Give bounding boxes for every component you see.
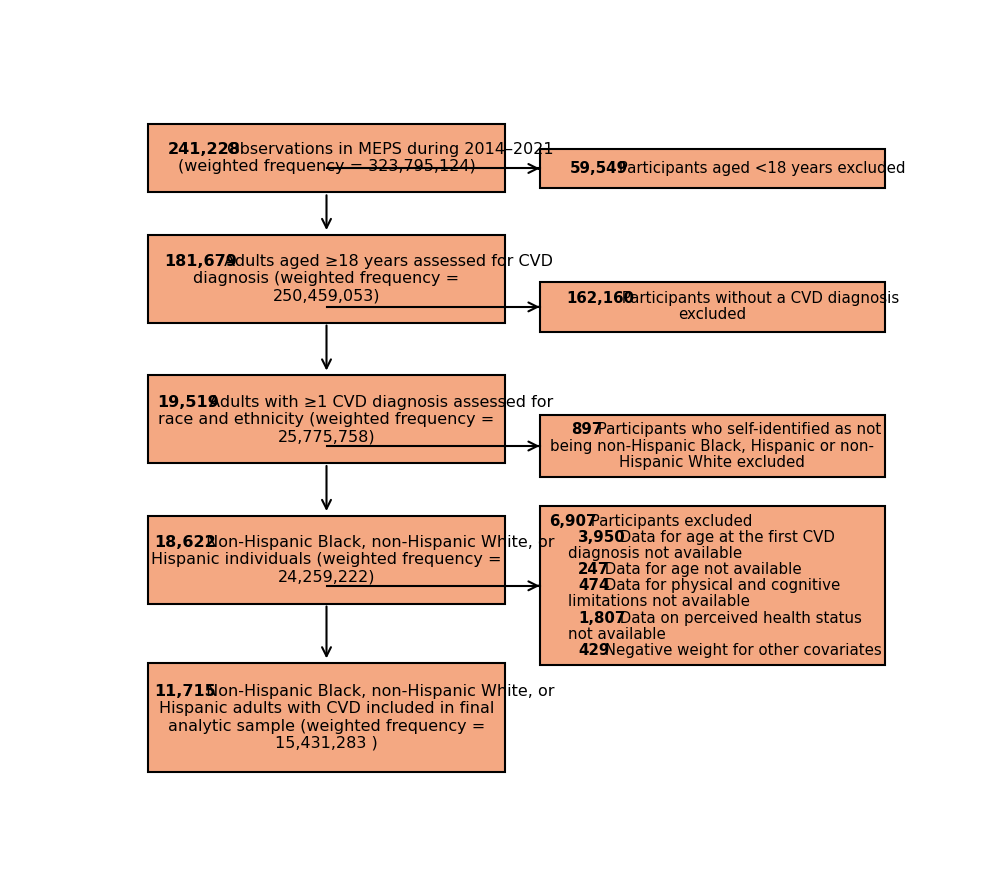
Text: excluded: excluded: [678, 307, 746, 322]
FancyBboxPatch shape: [540, 506, 885, 666]
Text: Non-Hispanic Black, non-Hispanic White, or: Non-Hispanic Black, non-Hispanic White, …: [201, 535, 554, 550]
Text: (weighted frequency = 323,795,124): (weighted frequency = 323,795,124): [178, 159, 475, 174]
Text: 59,549: 59,549: [570, 161, 628, 176]
Text: Adults with ≥1 CVD diagnosis assessed for: Adults with ≥1 CVD diagnosis assessed fo…: [204, 394, 554, 409]
Text: Negative weight for other covariates: Negative weight for other covariates: [600, 643, 882, 658]
Text: 18,622: 18,622: [154, 535, 216, 550]
Text: 250,459,053): 250,459,053): [273, 288, 380, 303]
Text: Observations in MEPS during 2014–2021: Observations in MEPS during 2014–2021: [222, 142, 554, 158]
Text: Participants excluded: Participants excluded: [586, 514, 752, 529]
Text: Data for age at the first CVD: Data for age at the first CVD: [615, 530, 835, 545]
FancyBboxPatch shape: [148, 235, 505, 323]
Text: race and ethnicity (weighted frequency =: race and ethnicity (weighted frequency =: [158, 412, 495, 427]
Text: 162,160: 162,160: [566, 291, 634, 306]
Text: diagnosis (weighted frequency =: diagnosis (weighted frequency =: [193, 271, 460, 287]
Text: limitations not available: limitations not available: [549, 595, 750, 610]
Text: 19,519: 19,519: [158, 394, 219, 409]
Text: 3,950: 3,950: [578, 530, 626, 545]
FancyBboxPatch shape: [540, 415, 885, 477]
Text: Data on perceived health status: Data on perceived health status: [615, 611, 862, 626]
Text: 1,807: 1,807: [578, 611, 626, 626]
Text: Hispanic White excluded: Hispanic White excluded: [619, 455, 805, 470]
Text: 24,259,222): 24,259,222): [278, 570, 375, 585]
Text: Non-Hispanic Black, non-Hispanic White, or: Non-Hispanic Black, non-Hispanic White, …: [201, 684, 554, 699]
Text: not available: not available: [549, 627, 666, 642]
Text: 247: 247: [578, 562, 610, 577]
Text: Participants aged <18 years excluded: Participants aged <18 years excluded: [614, 161, 905, 176]
Text: Data for age not available: Data for age not available: [600, 562, 802, 577]
FancyBboxPatch shape: [540, 150, 885, 188]
Text: 897: 897: [571, 423, 602, 437]
FancyBboxPatch shape: [148, 124, 505, 192]
Text: 11,715: 11,715: [154, 684, 216, 699]
Text: Hispanic individuals (weighted frequency =: Hispanic individuals (weighted frequency…: [151, 553, 502, 567]
Text: 15,431,283 ): 15,431,283 ): [275, 736, 378, 751]
Text: analytic sample (weighted frequency =: analytic sample (weighted frequency =: [168, 718, 485, 733]
Text: 429: 429: [578, 643, 610, 658]
Text: 181,679: 181,679: [164, 254, 237, 269]
Text: Data for physical and cognitive: Data for physical and cognitive: [600, 578, 840, 594]
Text: Hispanic adults with CVD included in final: Hispanic adults with CVD included in fin…: [159, 701, 494, 716]
Text: 6,907: 6,907: [549, 514, 596, 529]
Text: 25,775,758): 25,775,758): [278, 429, 375, 444]
FancyBboxPatch shape: [148, 516, 505, 603]
Text: diagnosis not available: diagnosis not available: [549, 546, 742, 561]
Text: Adults aged ≥18 years assessed for CVD: Adults aged ≥18 years assessed for CVD: [219, 254, 553, 269]
FancyBboxPatch shape: [540, 282, 885, 332]
Text: being non-Hispanic Black, Hispanic or non-: being non-Hispanic Black, Hispanic or no…: [550, 439, 874, 454]
FancyBboxPatch shape: [148, 663, 505, 772]
Text: Participants who self-identified as not: Participants who self-identified as not: [593, 423, 881, 437]
Text: 241,228: 241,228: [167, 142, 240, 158]
Text: 474: 474: [578, 578, 610, 594]
Text: Participants without a CVD diagnosis: Participants without a CVD diagnosis: [617, 291, 900, 306]
FancyBboxPatch shape: [148, 376, 505, 463]
